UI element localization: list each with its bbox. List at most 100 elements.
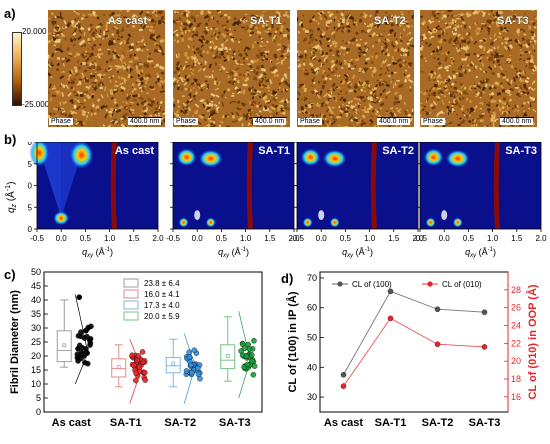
data-point: [251, 363, 258, 369]
cl-series-line: [343, 290, 485, 375]
cl-x-tick-label: SA-T1: [375, 417, 407, 429]
legend-swatch: [123, 311, 139, 321]
gixd-x-tick-label: 1.5: [128, 234, 140, 243]
gixd-x-tick-label: 2.0: [412, 234, 424, 243]
panel-a-letter: a): [4, 6, 16, 21]
data-point: [134, 357, 141, 364]
fibril-y-tick-label: 45: [31, 281, 41, 291]
gixd-x-tick-label: 1.0: [240, 234, 252, 243]
fibril-x-tick-label: SA-T3: [219, 417, 251, 429]
data-point: [186, 349, 192, 356]
gixd-x-tick-label: 1.0: [104, 234, 116, 243]
box: [111, 358, 127, 378]
gixd-x-axis-label: qxy (Å-1): [218, 247, 249, 259]
afm-scale-bar-label: 400.0 nm: [128, 118, 162, 125]
box: [56, 330, 72, 363]
afm-scale-bar-label: 400.0 nm: [500, 118, 534, 125]
data-point: [243, 353, 250, 360]
gixd-map: -0.5 0.0 0.5 1.0 1.5 2.0 SA-T1 qxy (Å-1): [166, 142, 300, 259]
gixd-x-tick-label: 1.5: [264, 234, 276, 243]
gixd-x-axis-label: qxy (Å-1): [465, 247, 496, 259]
afm-phase-label: Phase: [298, 118, 322, 125]
fibril-x-tick-label: As cast: [52, 417, 91, 429]
gixd-map: -0.5 0.0 0.5 1.0 1.5 2.0 SA-T2 qxy (Å-1): [290, 142, 424, 259]
cl-legend-label: CL of (010): [442, 280, 482, 289]
cl-left-tick-label: 50: [307, 333, 317, 343]
data-point: [85, 324, 92, 331]
gixd-y-tick-label: 2.0: [27, 142, 33, 147]
data-point: [133, 370, 139, 377]
cl-data-point: [340, 372, 347, 378]
data-point: [249, 358, 255, 364]
data-point: [195, 365, 201, 371]
data-point: [130, 362, 137, 369]
data-point: [142, 377, 149, 383]
gixd-x-tick-label: 0.0: [192, 234, 204, 243]
gixd-y-tick-label: 1.0: [27, 182, 33, 191]
svg-text:qz (Å-1): qz (Å-1): [4, 182, 18, 213]
data-point: [86, 337, 93, 344]
gixd-x-tick-label: 0.5: [463, 234, 475, 243]
gixd-x-tick-label: 1.0: [487, 234, 499, 243]
legend-swatch: [123, 300, 139, 310]
cl-right-tick-label: 28: [511, 285, 521, 295]
fibril-y-tick-label: 25: [31, 337, 41, 347]
data-point: [195, 371, 202, 378]
cl-data-point: [387, 288, 394, 295]
gixd-x-tick-label: 0.0: [56, 234, 68, 243]
cl-right-tick-label: 16: [511, 392, 521, 402]
cl-right-tick-label: 22: [511, 338, 521, 348]
fibril-y-tick-label: 15: [31, 365, 41, 375]
colorbar-min-label: -25.000: [22, 100, 50, 109]
fibril-y-tick-label: 50: [31, 267, 41, 277]
data-point: [244, 361, 251, 368]
legend-swatch: [123, 289, 139, 299]
cl-left-tick-label: 40: [307, 362, 317, 372]
panel-d-letter: d): [281, 271, 294, 286]
gixd-y-tick-label: 0.0: [27, 225, 33, 234]
gixd-x-tick-label: 2.0: [288, 234, 300, 243]
gixd-x-tick-label: 0.0: [439, 234, 451, 243]
fibril-y-tick-label: 40: [31, 295, 41, 305]
gixd-x-tick-label: 2.0: [152, 234, 164, 243]
cl-right-tick-label: 24: [511, 321, 521, 331]
afm-image: [48, 10, 165, 127]
gixd-x-tick-label: -0.5: [413, 234, 427, 243]
legend-swatch: [123, 278, 139, 288]
data-point: [75, 333, 82, 339]
gixd-x-axis-label: qxy (Å-1): [342, 247, 373, 259]
data-point: [81, 352, 88, 359]
data-point: [246, 346, 253, 352]
cl-left-axis-label: CL of (100) in IP (Å): [286, 291, 299, 392]
panel-b-letter: b): [4, 132, 17, 147]
afm-scale-bar: [128, 117, 162, 118]
gixd-x-tick-label: 0.5: [340, 234, 352, 243]
gixd-x-tick-label: 2.0: [535, 234, 547, 243]
box-mean-marker: [225, 354, 230, 358]
fibril-y-tick-label: 5: [36, 393, 41, 403]
gixd-x-axis-label: qxy (Å-1): [82, 247, 113, 259]
data-point: [84, 360, 91, 367]
cl-left-tick-label: 60: [307, 303, 317, 313]
panel-c-letter: c): [4, 267, 16, 282]
data-point: [183, 368, 190, 374]
afm-colorbar: [12, 32, 22, 106]
cl-series-line: [343, 317, 485, 387]
gixd-sample-label: SA-T3: [505, 145, 537, 157]
box: [220, 344, 236, 370]
afm-scale-bar: [377, 117, 411, 118]
data-point: [74, 355, 81, 361]
legend-label: 23.8 ± 6.4: [144, 279, 180, 288]
afm-sample-label: As cast: [108, 15, 148, 27]
cl-right-tick-label: 26: [511, 303, 521, 313]
fibril-diameter-chart: 0 5 10 15 20 25 30 35 40 45 50 Fibril Diameter (nm)…: [9, 267, 263, 429]
legend-label: 17.3 ± 4.0: [144, 301, 180, 310]
fibril-y-tick-label: 30: [31, 323, 41, 333]
cl-data-point: [387, 315, 394, 322]
afm-phase-label: Phase: [421, 118, 445, 125]
afm-sample-label: SA-T1: [250, 15, 282, 27]
fibril-x-tick-label: SA-T1: [110, 417, 142, 429]
fibril-y-tick-label: 0: [36, 407, 41, 417]
gixd-map: -0.50.00.51.01.52.00.00.51.01.52.0As cas…: [27, 142, 164, 259]
afm-image: [297, 10, 414, 127]
